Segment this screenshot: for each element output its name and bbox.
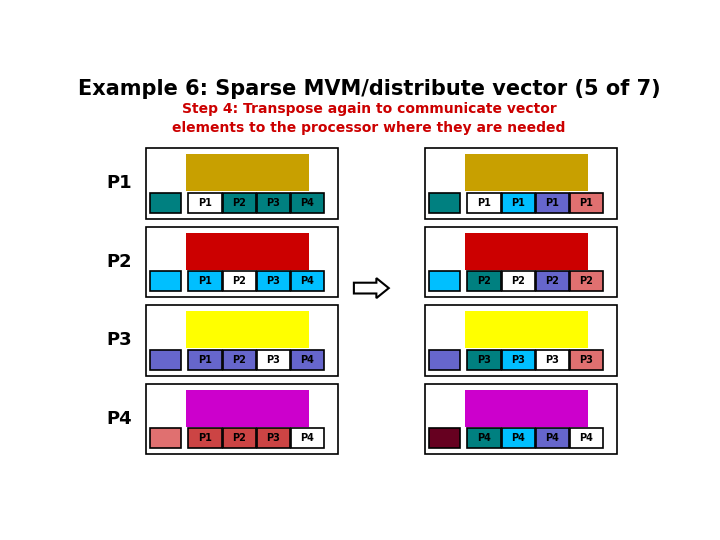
Bar	[186, 154, 309, 191]
Bar	[189, 271, 222, 291]
Bar	[189, 193, 222, 213]
Text: P2: P2	[233, 355, 246, 365]
Bar	[536, 271, 569, 291]
Text: P4: P4	[545, 433, 559, 443]
Bar	[536, 428, 569, 448]
Text: P1: P1	[545, 198, 559, 207]
Bar	[425, 148, 617, 219]
Bar	[570, 350, 603, 370]
Bar	[189, 350, 222, 370]
Bar	[222, 428, 256, 448]
Text: P1: P1	[580, 198, 593, 207]
Text: P2: P2	[233, 198, 246, 207]
Bar	[256, 193, 290, 213]
Bar	[186, 233, 309, 269]
Bar	[256, 350, 290, 370]
Bar	[145, 148, 338, 219]
Bar	[145, 305, 338, 376]
Bar	[145, 226, 338, 298]
Text: P4: P4	[477, 433, 491, 443]
Text: P2: P2	[511, 276, 525, 286]
Text: P3: P3	[266, 276, 280, 286]
Bar	[425, 305, 617, 376]
Text: P4: P4	[300, 433, 315, 443]
Bar	[429, 193, 461, 213]
Text: P4: P4	[300, 276, 315, 286]
Bar	[570, 193, 603, 213]
Bar	[291, 271, 324, 291]
Text: P1: P1	[511, 198, 525, 207]
FancyArrow shape	[354, 278, 389, 298]
Bar	[150, 428, 181, 448]
Text: Step 4: Transpose again to communicate vector
elements to the processor where th: Step 4: Transpose again to communicate v…	[172, 102, 566, 135]
Text: P3: P3	[266, 433, 280, 443]
Bar	[570, 428, 603, 448]
Bar	[291, 350, 324, 370]
Bar	[150, 193, 181, 213]
Bar	[465, 390, 588, 427]
Bar	[467, 350, 500, 370]
Bar	[222, 193, 256, 213]
Text: P2: P2	[580, 276, 593, 286]
Text: P4: P4	[300, 198, 315, 207]
Text: P1: P1	[198, 276, 212, 286]
Bar	[502, 350, 535, 370]
Bar	[186, 311, 309, 348]
Text: P2: P2	[107, 253, 132, 271]
Bar	[429, 271, 461, 291]
Text: P1: P1	[198, 198, 212, 207]
Bar	[465, 154, 588, 191]
Bar	[465, 233, 588, 269]
Text: P4: P4	[511, 433, 525, 443]
Bar	[222, 271, 256, 291]
Text: P1: P1	[107, 174, 132, 192]
Bar	[222, 350, 256, 370]
Bar	[425, 226, 617, 298]
Bar	[467, 428, 500, 448]
Bar	[429, 350, 461, 370]
Bar	[150, 271, 181, 291]
Text: P4: P4	[300, 355, 315, 365]
Text: P3: P3	[545, 355, 559, 365]
Bar	[570, 271, 603, 291]
Bar	[502, 271, 535, 291]
Bar	[186, 390, 309, 427]
Bar	[291, 428, 324, 448]
Bar	[189, 428, 222, 448]
Bar	[291, 193, 324, 213]
Text: P4: P4	[107, 410, 132, 428]
Bar	[502, 428, 535, 448]
Bar	[536, 193, 569, 213]
Bar	[150, 350, 181, 370]
Text: P2: P2	[545, 276, 559, 286]
Text: P1: P1	[198, 355, 212, 365]
Text: P4: P4	[580, 433, 593, 443]
Bar	[256, 428, 290, 448]
Bar	[145, 383, 338, 455]
Text: P2: P2	[233, 433, 246, 443]
Bar	[256, 271, 290, 291]
Text: P1: P1	[477, 198, 491, 207]
Text: Example 6: Sparse MVM/distribute vector (5 of 7): Example 6: Sparse MVM/distribute vector …	[78, 79, 660, 99]
Bar	[467, 193, 500, 213]
Text: P3: P3	[107, 332, 132, 349]
Text: P3: P3	[511, 355, 525, 365]
Text: P3: P3	[580, 355, 593, 365]
Text: P2: P2	[233, 276, 246, 286]
Bar	[502, 193, 535, 213]
Text: P3: P3	[266, 355, 280, 365]
Bar	[465, 311, 588, 348]
Text: P3: P3	[266, 198, 280, 207]
Text: P3: P3	[477, 355, 491, 365]
Bar	[429, 428, 461, 448]
Text: P1: P1	[198, 433, 212, 443]
Text: P2: P2	[477, 276, 491, 286]
Bar	[536, 350, 569, 370]
Bar	[467, 271, 500, 291]
Bar	[425, 383, 617, 455]
